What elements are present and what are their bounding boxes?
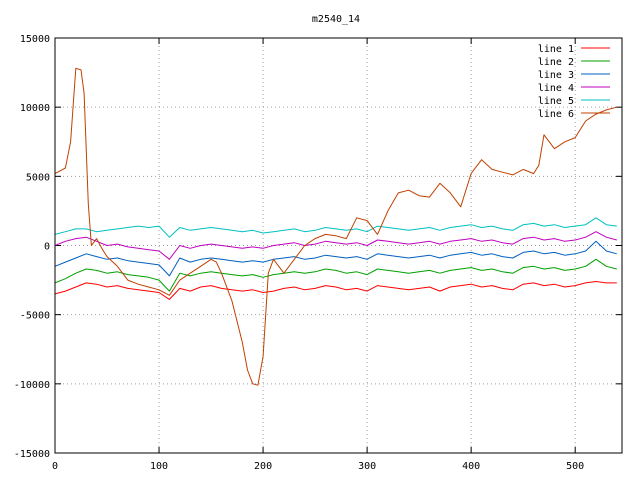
y-tick-label: 5000 [26, 172, 50, 183]
series-line-3 [54, 240, 617, 277]
legend-label-5: line 5 [538, 96, 574, 107]
axis-ticks: -15000 -10000 -5000 0 5000 10000 15000 0 100 200 3… [14, 34, 622, 472]
legend-label-1: line 1 [538, 44, 574, 55]
series-line-2 [54, 258, 617, 292]
y-tick-label: 15000 [20, 34, 50, 45]
y-tick-label: 0 [44, 242, 50, 253]
series-line-6 [54, 67, 617, 386]
chart-title: m2540_14 [312, 14, 360, 25]
x-tick-label: 400 [462, 461, 480, 472]
series-layer [54, 67, 617, 386]
x-tick-label: 200 [254, 461, 272, 472]
legend-label-4: line 4 [538, 83, 574, 94]
plot-frame [54, 37, 623, 454]
grid [55, 38, 622, 453]
series-line-4 [54, 231, 617, 260]
x-tick-label: 500 [566, 461, 584, 472]
legend-label-3: line 3 [538, 70, 574, 81]
legend-label-2: line 2 [538, 57, 574, 68]
y-tick-label: -10000 [14, 380, 50, 391]
x-tick-label: 0 [52, 461, 58, 472]
y-tick-label: -5000 [20, 311, 50, 322]
y-tick-label: -15000 [14, 449, 50, 460]
legend: line 1 line 2 line 3 line 4 line 5 line 6 [538, 44, 610, 120]
x-tick-label: 100 [150, 461, 168, 472]
y-tick-label: 10000 [20, 103, 50, 114]
series-line-1 [54, 281, 617, 300]
x-tick-label: 300 [358, 461, 376, 472]
legend-label-6: line 6 [538, 109, 574, 120]
series-line-5 [54, 217, 617, 238]
